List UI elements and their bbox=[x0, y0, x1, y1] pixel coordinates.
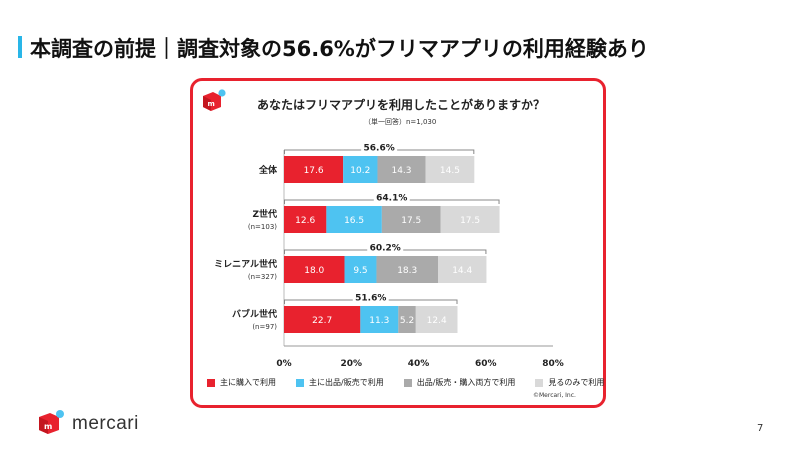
legend-swatch bbox=[535, 378, 544, 387]
total-label: 64.1% bbox=[376, 194, 407, 204]
total-label-bg bbox=[373, 191, 410, 203]
bar-value-label: 12.6 bbox=[295, 216, 315, 226]
bar-segment bbox=[326, 206, 382, 233]
svg-text:m: m bbox=[44, 422, 52, 431]
survey-question: あなたはフリマアプリを利用したことがありますか？ bbox=[257, 98, 546, 112]
brand-name: mercari bbox=[72, 413, 139, 434]
legend-item-view-only: 見るのみで利用 bbox=[535, 377, 604, 388]
legend-swatch bbox=[296, 378, 304, 387]
bar-segment bbox=[376, 256, 439, 283]
x-tick-label: 80% bbox=[542, 359, 564, 369]
bar-value-label: 5.2 bbox=[400, 316, 414, 326]
legend-item-sell: 主に出品/販売で利用 bbox=[296, 377, 384, 388]
bar-segment bbox=[381, 206, 441, 233]
mercari-logo-icon: m bbox=[36, 409, 66, 439]
bar-value-label: 14.5 bbox=[440, 166, 460, 176]
bar-segment bbox=[284, 156, 344, 183]
bar-segment bbox=[284, 256, 345, 283]
bar-value-label: 14.3 bbox=[391, 166, 411, 176]
title-accent-bar bbox=[18, 36, 22, 58]
bar-segment bbox=[440, 206, 500, 233]
total-label-bg bbox=[352, 291, 389, 303]
bar-value-label: 10.2 bbox=[350, 166, 370, 176]
legend-label: 主に出品/販売で利用 bbox=[309, 378, 384, 387]
bar-value-label: 17.5 bbox=[401, 216, 421, 226]
bar-segment bbox=[425, 156, 475, 183]
category-label: バブル世代 bbox=[232, 308, 277, 320]
brand-logo: m mercari bbox=[36, 409, 139, 439]
category-label: 全体 bbox=[258, 164, 278, 176]
bar-value-label: 18.0 bbox=[304, 266, 324, 276]
category-sublabel: (n=97) bbox=[252, 323, 277, 331]
bar-value-label: 11.3 bbox=[369, 316, 389, 326]
x-tick-label: 60% bbox=[475, 359, 497, 369]
bar-value-label: 14.4 bbox=[452, 266, 472, 276]
legend-swatch bbox=[207, 378, 215, 387]
bar-value-label: 12.4 bbox=[427, 316, 447, 326]
bar-segment bbox=[377, 156, 426, 183]
x-tick-label: 0% bbox=[276, 359, 291, 369]
bar-value-label: 18.3 bbox=[397, 266, 417, 276]
legend-swatch bbox=[403, 378, 412, 387]
page-number: 7 bbox=[757, 423, 764, 434]
legend-label: 主に購入で利用 bbox=[220, 378, 276, 387]
bar-value-label: 17.5 bbox=[460, 216, 480, 226]
category-label: Z世代 bbox=[252, 208, 277, 220]
svg-text:m: m bbox=[208, 100, 215, 108]
bar-segment bbox=[284, 306, 361, 333]
bar-value-label: 22.7 bbox=[312, 316, 332, 326]
bar-segment bbox=[344, 256, 377, 283]
legend-item-both: 出品/販売・購入両方で利用 bbox=[403, 377, 516, 388]
x-tick-label: 40% bbox=[408, 359, 430, 369]
bar-segment bbox=[360, 306, 399, 333]
legend-label: 見るのみで利用 bbox=[548, 378, 605, 387]
bar-segment bbox=[415, 306, 458, 333]
mercari-box-icon: m bbox=[200, 88, 228, 116]
legend-label: 出品/販売・購入両方で利用 bbox=[416, 378, 516, 387]
x-tick-label: 20% bbox=[340, 359, 362, 369]
total-label-bg bbox=[361, 141, 398, 153]
bar-segment bbox=[398, 306, 416, 333]
legend-item-purchase: 主に購入で利用 bbox=[207, 377, 276, 388]
bar-value-label: 17.6 bbox=[304, 166, 324, 176]
page-title: 本調査の前提｜調査対象の56.6%がフリマアプリの利用経験あり bbox=[30, 37, 649, 61]
total-label-bg bbox=[367, 241, 404, 253]
bar-segment bbox=[343, 156, 378, 183]
copyright-text: ©Mercari, Inc. bbox=[533, 392, 576, 399]
bar-segment bbox=[438, 256, 487, 283]
category-label: ミレニアル世代 bbox=[214, 258, 277, 270]
total-label: 60.2% bbox=[370, 244, 401, 254]
bar-segment bbox=[284, 206, 327, 233]
category-sublabel: (n=327) bbox=[248, 273, 277, 281]
bar-value-label: 16.5 bbox=[344, 216, 364, 226]
total-label: 56.6% bbox=[364, 144, 395, 154]
survey-note: （単一回答）n=1,030 bbox=[364, 118, 437, 126]
chart-legend: 主に購入で利用 主に出品/販売で利用 出品/販売・購入両方で利用 見るのみで利用 bbox=[207, 377, 604, 388]
category-sublabel: (n=103) bbox=[248, 223, 277, 231]
total-label: 51.6% bbox=[355, 294, 386, 304]
bar-value-label: 9.5 bbox=[353, 266, 367, 276]
